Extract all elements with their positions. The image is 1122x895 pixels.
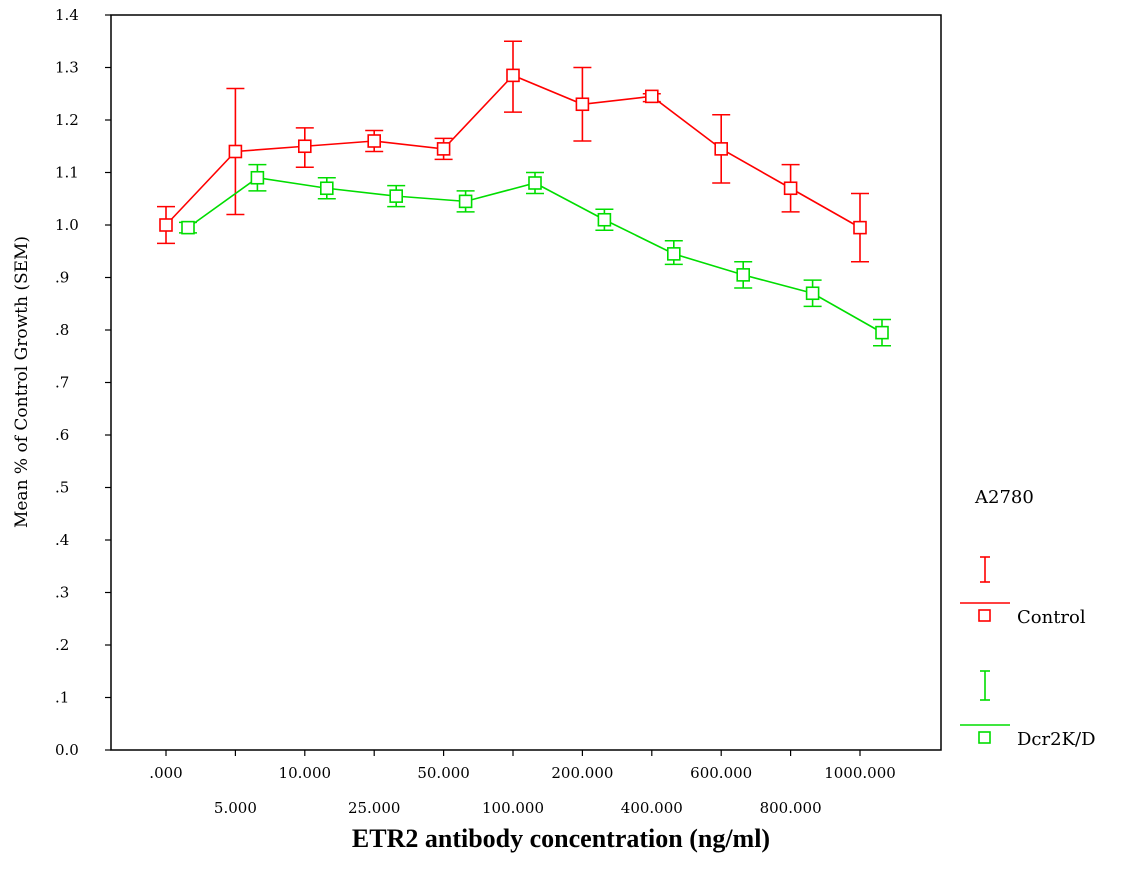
x-tick-label: 600.000 xyxy=(690,764,752,782)
y-tick-label: 1.2 xyxy=(55,111,79,129)
series-control xyxy=(157,40,869,263)
labels-layer: Mean % of Control Growth (SEM) ETR2 anti… xyxy=(12,236,770,853)
series-layer xyxy=(157,40,891,347)
data-point xyxy=(319,181,334,196)
x-axis-label: ETR2 antibody concentration (ng/ml) xyxy=(352,824,770,853)
x-tick-label: 50.000 xyxy=(417,764,470,782)
y-tick-label: 1.0 xyxy=(55,216,79,234)
y-tick-label: .6 xyxy=(55,426,69,444)
x-tick-label: 25.000 xyxy=(348,799,401,817)
legend-item-dcr2k-d: Dcr2K/D xyxy=(960,670,1096,750)
data-point xyxy=(436,142,451,156)
data-point xyxy=(297,139,312,154)
x-tick-label: .000 xyxy=(149,764,182,782)
legend-title: A2780 xyxy=(974,487,1034,508)
y-tick-label: .7 xyxy=(55,374,69,392)
y-tick-label: .5 xyxy=(55,479,69,497)
data-point xyxy=(597,212,612,227)
data-point xyxy=(228,144,243,159)
data-point xyxy=(666,247,681,261)
x-tick-label: 800.000 xyxy=(760,799,822,817)
data-point xyxy=(506,68,520,83)
data-point xyxy=(805,286,820,301)
data-point xyxy=(875,325,889,340)
y-tick-label: .4 xyxy=(55,531,69,549)
axes: 0.0 .1 .2 .3 .4 .5 .6 .7 .8 .9 1.0 1.1 1.2 1.3 1.4 .000… xyxy=(55,6,942,817)
data-point xyxy=(159,218,173,232)
x-tick-label: 100.000 xyxy=(482,799,544,817)
data-point xyxy=(714,142,729,156)
y-axis-label: Mean % of Control Growth (SEM) xyxy=(12,236,32,528)
data-point xyxy=(367,134,382,148)
y-tick-label: .9 xyxy=(55,269,69,287)
data-point xyxy=(181,220,195,235)
y-tick-label: .2 xyxy=(55,636,69,654)
x-tick-label: 1000.000 xyxy=(824,764,896,782)
y-tick-label: 1.3 xyxy=(55,59,79,77)
data-point xyxy=(853,220,867,235)
series-line xyxy=(187,176,883,334)
y-tick-label: .8 xyxy=(55,321,69,339)
data-point xyxy=(736,268,751,282)
data-point xyxy=(783,181,798,196)
y-tick-label: 1.4 xyxy=(55,6,79,24)
data-point xyxy=(458,194,473,209)
legend-item-control: Control xyxy=(960,556,1086,628)
y-tick-label: 0.0 xyxy=(55,741,79,759)
legend: A2780 Control Dcr2K/D xyxy=(960,487,1096,750)
legend-label: Dcr2K/D xyxy=(1017,729,1096,750)
legend-label: Control xyxy=(1017,607,1086,628)
x-tick-label: 5.000 xyxy=(214,799,257,817)
y-tick-label: .1 xyxy=(55,689,69,707)
data-point xyxy=(389,189,404,203)
data-point xyxy=(528,176,542,190)
x-tick-label: 400.000 xyxy=(621,799,683,817)
y-tick-label: .3 xyxy=(55,584,69,602)
x-tick-label: 200.000 xyxy=(551,764,613,782)
legend-marker xyxy=(978,609,991,622)
series-dcr2k-d xyxy=(179,163,891,347)
y-tick-label: 1.1 xyxy=(55,164,79,182)
legend-marker xyxy=(978,731,991,744)
data-point xyxy=(575,97,590,112)
x-tick-label: 10.000 xyxy=(279,764,332,782)
data-point xyxy=(250,170,265,185)
data-point xyxy=(644,89,659,104)
